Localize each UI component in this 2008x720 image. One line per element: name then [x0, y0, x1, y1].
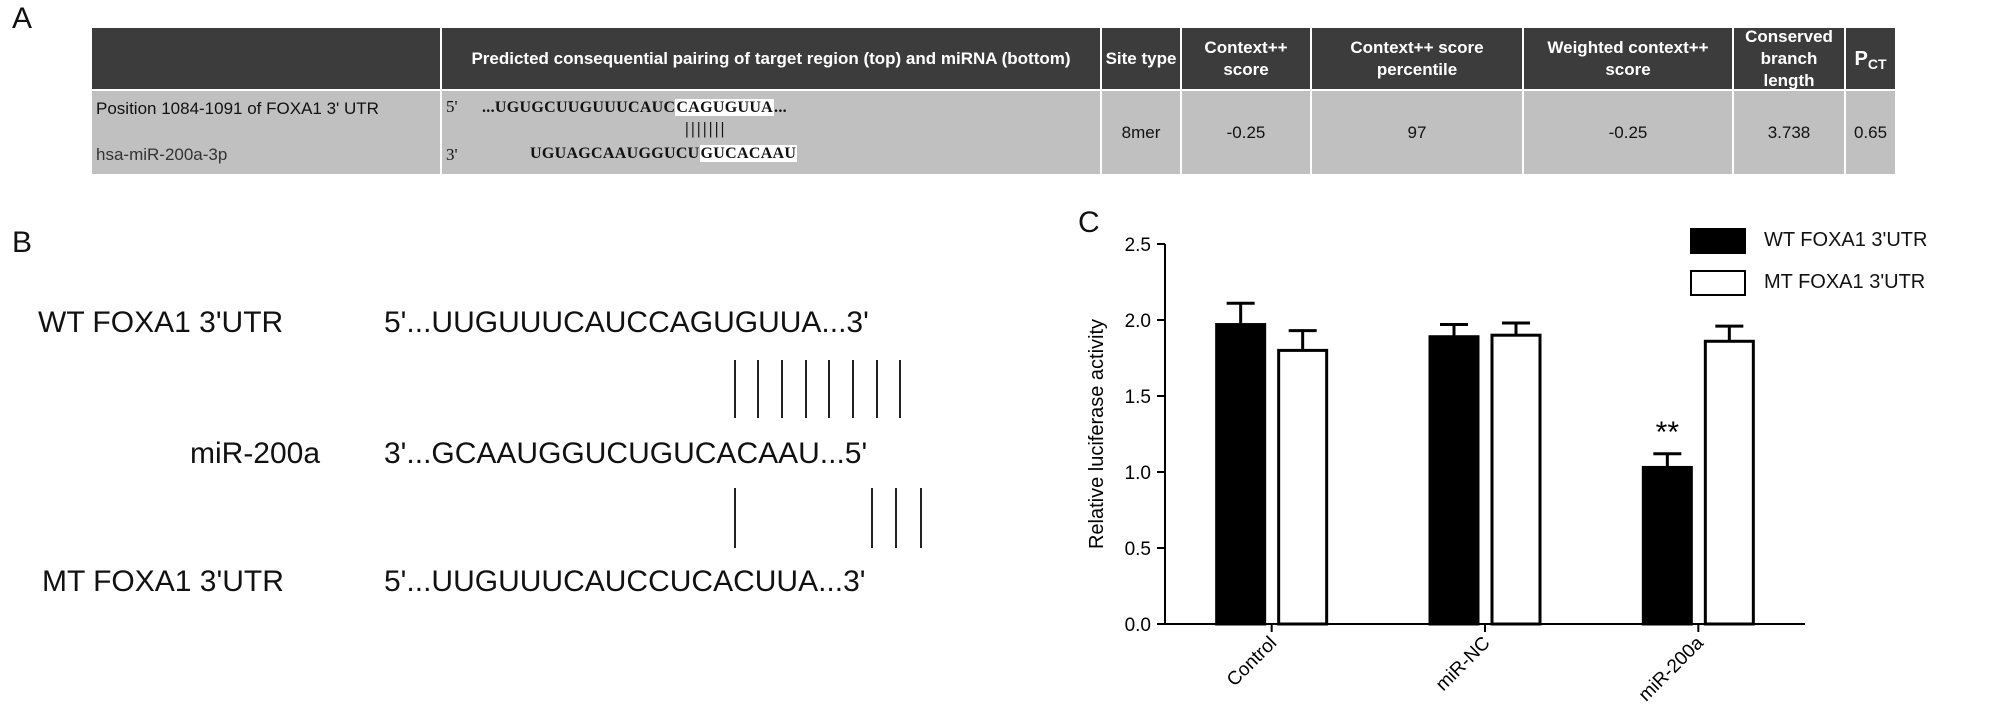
- target-seq-site: CAGUGUUA: [675, 99, 775, 116]
- x-tick-label: miR-200a: [1635, 632, 1708, 705]
- pair-line: [781, 360, 783, 418]
- pair-line: [895, 488, 897, 548]
- pair-line: [899, 360, 901, 418]
- top-prime: 5': [446, 97, 458, 116]
- pair-line: [852, 360, 854, 418]
- table-header-branch-length: Conserved branch length: [1734, 27, 1844, 90]
- table-cell-percentile: 97: [1312, 91, 1522, 174]
- table-header-pairing: Predicted consequential pairing of targe…: [442, 28, 1100, 89]
- table-cell-weighted: -0.25: [1524, 91, 1732, 174]
- pair-line: [871, 488, 873, 548]
- table-cell-site-type: 8mer: [1102, 91, 1180, 174]
- panel-label-a: A: [12, 2, 33, 35]
- mt-label: MT FOXA1 3'UTR: [42, 565, 284, 598]
- legend-swatch-wt: [1690, 228, 1746, 254]
- mir-sequence: 3'...GCAAUGGUCUGUCACAAU...5': [384, 437, 868, 470]
- target-sequence: ...UGUGCUUGUUUCAUCCAGUGUUA...: [482, 99, 787, 117]
- y-tick-label: 2.5: [1125, 235, 1151, 256]
- pair-line: [920, 488, 922, 548]
- position-text: Position 1084-1091 of FOXA1 3' UTR: [96, 99, 379, 118]
- table-cell-branch-length: 3.738: [1734, 91, 1844, 174]
- bar-mt: [1703, 339, 1755, 626]
- bar-wt: [1641, 465, 1693, 626]
- y-tick-label: 0.5: [1125, 539, 1151, 560]
- pair-line: [828, 360, 830, 418]
- mirna-seq-site: GUCACAAU: [699, 145, 798, 162]
- table-header-blank: [92, 28, 440, 89]
- table-header-site-type: Site type: [1102, 28, 1180, 89]
- panel-label-c: C: [1078, 206, 1100, 239]
- mirna-seq-left: UGUAGCAAUGGUCU: [530, 145, 700, 162]
- pair-line: [757, 360, 759, 418]
- mirna-sequence: UGUAGCAAUGGUCUGUCACAAU: [530, 145, 798, 163]
- panel-label-b: B: [12, 226, 33, 259]
- mir-label: miR-200a: [190, 437, 321, 470]
- target-seq-right: ...: [774, 99, 787, 116]
- pair-line: [805, 360, 807, 418]
- y-tick-label: 1.5: [1125, 387, 1151, 408]
- legend-swatch-mt: [1690, 270, 1746, 296]
- pair-line: [876, 360, 878, 418]
- y-tick-label: 2.0: [1125, 311, 1151, 332]
- bar-mt: [1277, 348, 1329, 626]
- bar-wt: [1428, 335, 1480, 626]
- table-cell-position: Position 1084-1091 of FOXA1 3' UTR hsa-m…: [92, 91, 440, 174]
- target-seq-left: ...UGUGCUUGUUUCAUC: [482, 99, 676, 116]
- table-cell-pairing: 5' ...UGUGCUUGUUUCAUCCAGUGUUA... |||||||…: [442, 91, 1100, 174]
- y-tick-label: 0.0: [1125, 615, 1151, 636]
- table-header-weighted: Weighted context++ score: [1524, 28, 1732, 89]
- wt-sequence: 5'...UUGUUUCAUCCAGUGUUA...3': [384, 306, 869, 339]
- x-tick-label: Control: [1223, 633, 1281, 691]
- legend-label-wt: WT FOXA1 3'UTR: [1764, 229, 1928, 251]
- wt-label: WT FOXA1 3'UTR: [38, 306, 284, 339]
- bar-wt: [1215, 323, 1267, 626]
- bottom-prime: 3': [446, 145, 458, 164]
- bar-mt: [1490, 333, 1542, 626]
- pct-sub: CT: [1867, 55, 1887, 72]
- pct-main: P: [1854, 47, 1868, 70]
- pair-line: [734, 360, 736, 418]
- mirna-name: hsa-miR-200a-3p: [96, 145, 228, 164]
- x-tick-label: miR-NC: [1432, 633, 1495, 696]
- target-prediction-table: Predicted consequential pairing of targe…: [92, 27, 1895, 174]
- table-header-percentile: Context++ score percentile: [1312, 28, 1522, 89]
- pair-line: [734, 488, 736, 548]
- table-cell-context-score: -0.25: [1182, 91, 1310, 174]
- luciferase-bar-chart: 0.0 0.5 1.0 1.5 2.0 2.5 Relative luciferase ac…: [1086, 235, 1805, 706]
- mt-sequence: 5'...UUGUUUCAUCCUCACUUA...3': [384, 565, 866, 598]
- legend-label-mt: MT FOXA1 3'UTR: [1764, 271, 1926, 293]
- y-tick-label: 1.0: [1125, 463, 1151, 484]
- pairing-marks: |||||||: [685, 119, 727, 138]
- significance-annotation: **: [1656, 416, 1680, 449]
- table-header-context-score: Context++ score: [1182, 28, 1310, 89]
- y-axis-label: Relative luciferase activity: [1086, 319, 1108, 549]
- table-header-pct: P CT: [1846, 28, 1895, 89]
- table-cell-pct: 0.65: [1846, 91, 1895, 174]
